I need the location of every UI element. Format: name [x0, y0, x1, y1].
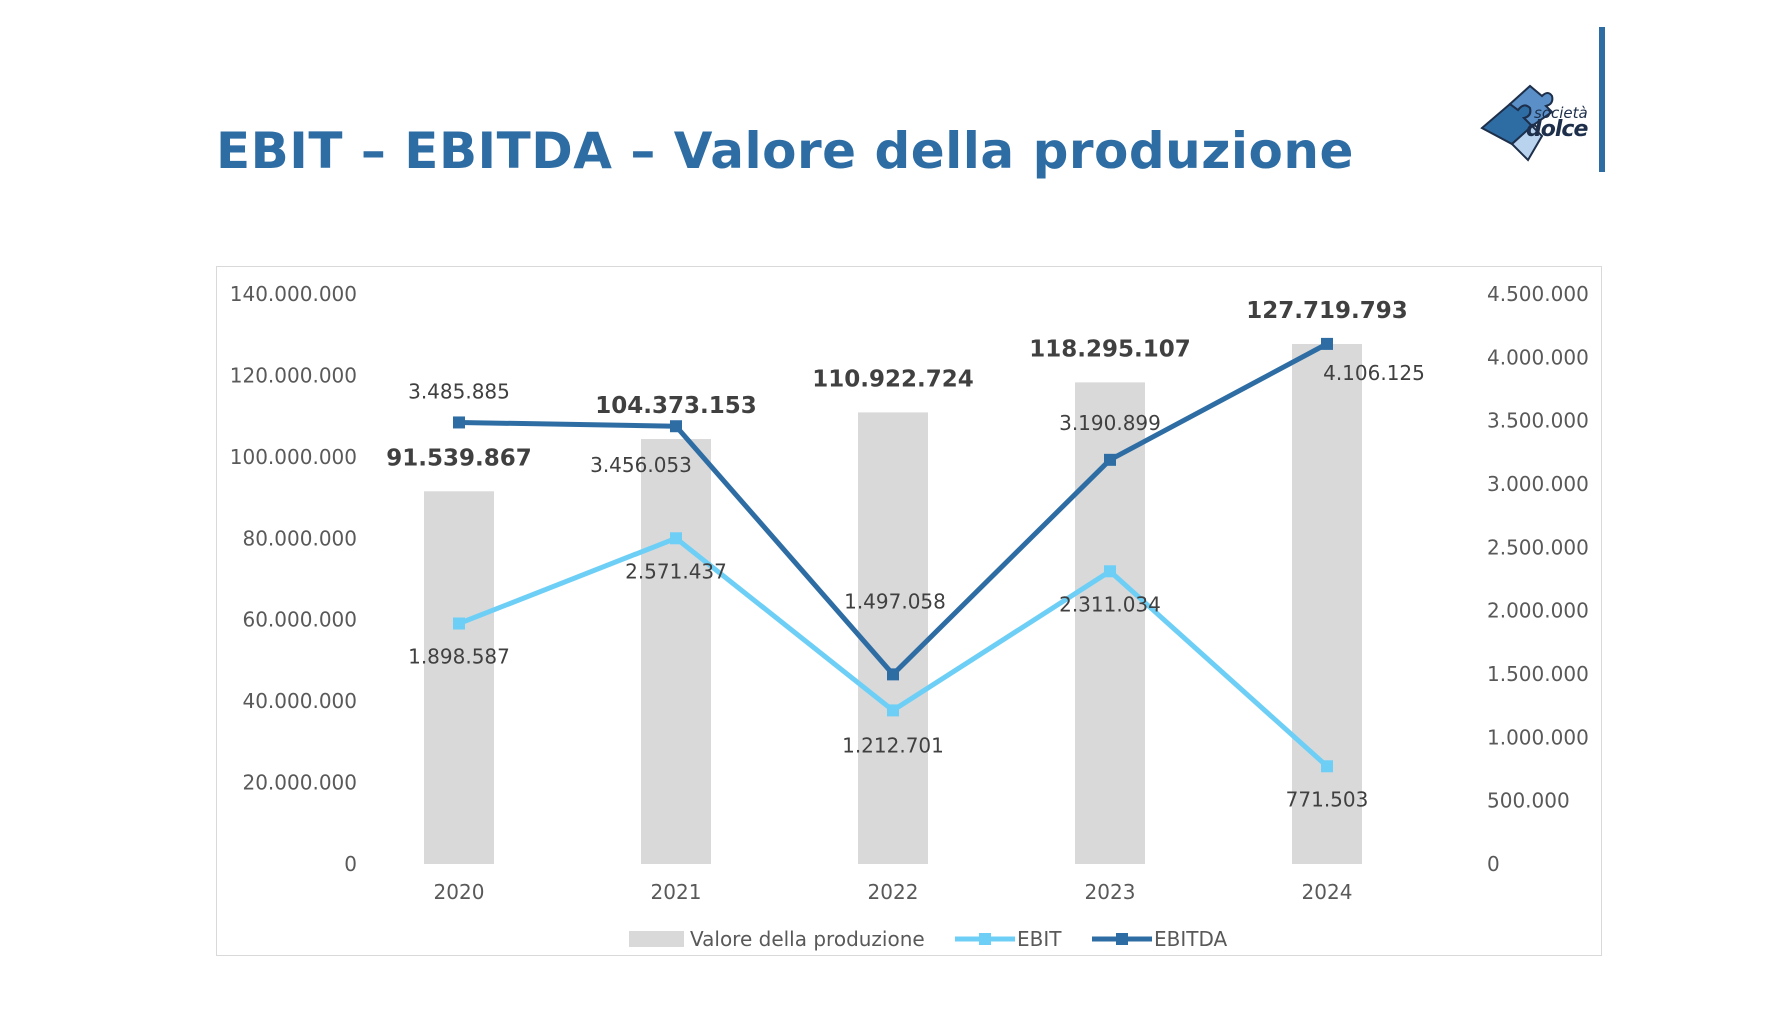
- ebitda-data-label: 3.190.899: [1059, 411, 1161, 435]
- bar-data-label: 110.922.724: [812, 366, 974, 392]
- legend-label-valore: Valore della produzione: [690, 927, 925, 951]
- legend-marker-ebitda: [1116, 933, 1128, 945]
- y-right-tick-label: 4.000.000: [1487, 345, 1589, 369]
- ebitda-point: [887, 668, 899, 681]
- y-right-tick-label: 1.000.000: [1487, 725, 1589, 749]
- bar-data-label: 118.295.107: [1029, 336, 1191, 362]
- ebit-data-label: 2.311.034: [1059, 592, 1161, 616]
- y-right-tick-label: 3.000.000: [1487, 472, 1589, 496]
- x-tick-label: 2021: [651, 880, 702, 904]
- ebit-point: [1321, 760, 1333, 773]
- ebit-point: [453, 617, 465, 630]
- y-right-tick-label: 1.500.000: [1487, 662, 1589, 686]
- x-tick-label: 2020: [434, 880, 485, 904]
- y-right-tick-label: 2.500.000: [1487, 535, 1589, 559]
- ebitda-point: [1104, 453, 1116, 466]
- ebit-data-label: 1.898.587: [408, 645, 510, 669]
- ebit-point: [1104, 565, 1116, 578]
- y-right-tick-label: 500.000: [1487, 789, 1570, 813]
- ebit-point: [887, 704, 899, 717]
- bar-data-label: 104.373.153: [595, 393, 757, 419]
- logo-puzzle-mid: [1508, 84, 1554, 128]
- legend-marker-ebit: [979, 933, 991, 945]
- bar-valore-produzione: [1292, 343, 1362, 864]
- ebitda-data-label: 3.456.053: [590, 453, 692, 477]
- x-tick-label: 2024: [1302, 880, 1353, 904]
- legend-swatch-valore: [629, 931, 684, 947]
- y-right-tick-label: 2.000.000: [1487, 599, 1589, 623]
- y-left-tick-label: 120.000.000: [230, 363, 357, 387]
- bar-data-label: 91.539.867: [386, 445, 532, 471]
- y-left-tick-label: 140.000.000: [230, 282, 357, 306]
- x-tick-label: 2022: [868, 880, 919, 904]
- bar-valore-produzione: [858, 412, 928, 864]
- ebitda-data-label: 4.106.125: [1323, 361, 1425, 385]
- y-left-tick-label: 20.000.000: [242, 771, 357, 795]
- y-left-tick-label: 80.000.000: [242, 526, 357, 550]
- combo-chart: 0 20.000.000 40.000.000 60.000.000 80.000.00…: [230, 282, 1589, 951]
- ebitda-data-label: 3.485.885: [408, 379, 510, 403]
- ebit-data-label: 771.503: [1286, 787, 1369, 811]
- y-right-tick-label: 3.500.000: [1487, 409, 1589, 433]
- y-left-tick-label: 0: [344, 852, 357, 876]
- ebit-point: [670, 532, 682, 545]
- x-tick-label: 2023: [1085, 880, 1136, 904]
- y-left-tick-label: 100.000.000: [230, 445, 357, 469]
- accent-bar: [1599, 27, 1605, 172]
- bar-valore-produzione: [424, 491, 494, 864]
- ebit-data-label: 1.212.701: [842, 733, 944, 757]
- legend-label-ebit: EBIT: [1017, 927, 1062, 951]
- ebitda-point: [1321, 337, 1333, 350]
- bar-data-label: 127.719.793: [1246, 298, 1408, 324]
- logo-text-line2: dolce: [1526, 117, 1588, 142]
- logo-text-line1: società: [1534, 104, 1588, 122]
- chart-frame: 0 20.000.000 40.000.000 60.000.000 80.000.00…: [216, 266, 1602, 956]
- company-logo: [1480, 84, 1554, 162]
- page-title: EBIT – EBITDA – Valore della produzione: [216, 122, 1354, 180]
- ebitda-data-label: 1.497.058: [844, 589, 946, 613]
- y-left-tick-label: 40.000.000: [242, 689, 357, 713]
- bar-valore-produzione: [641, 439, 711, 864]
- legend-label-ebitda: EBITDA: [1154, 927, 1228, 951]
- y-right-tick-label: 4.500.000: [1487, 282, 1589, 306]
- y-right-tick-label: 0: [1487, 852, 1500, 876]
- ebitda-point: [453, 416, 465, 429]
- y-left-tick-label: 60.000.000: [242, 608, 357, 632]
- ebit-data-label: 2.571.437: [625, 559, 727, 583]
- ebitda-point: [670, 420, 682, 433]
- logo-puzzle-light: [1510, 124, 1544, 162]
